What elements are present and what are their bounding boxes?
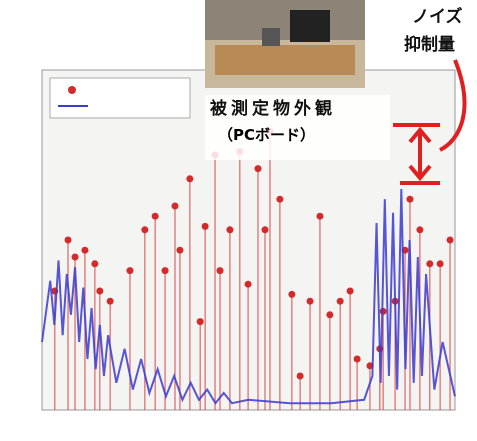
stem-head — [437, 260, 444, 267]
photo-monitor — [290, 10, 330, 42]
stem-head — [245, 281, 252, 288]
stem-head — [176, 247, 183, 254]
figure: 被測定物外観 （PCボード） ノイズ 抑制量 — [0, 0, 477, 441]
stem-head — [96, 288, 103, 295]
stem-head — [326, 311, 333, 318]
stem-head — [126, 267, 133, 274]
object-label: 被測定物外観 — [210, 98, 336, 119]
stem-head — [262, 226, 269, 233]
stem-head — [288, 291, 295, 298]
stem-head — [162, 267, 169, 274]
stem-head — [426, 260, 433, 267]
stem-head — [347, 288, 354, 295]
stem-head — [316, 213, 323, 220]
noise-label: 抑制量 — [404, 34, 455, 55]
legend-frame — [50, 78, 190, 118]
stem-head — [307, 298, 314, 305]
noise-label: ノイズ — [412, 6, 463, 27]
photo-desk — [215, 45, 355, 75]
stem-head — [141, 226, 148, 233]
stem-head — [197, 318, 204, 325]
photo-board — [262, 28, 280, 46]
stem-head — [65, 237, 72, 244]
stem-head — [202, 223, 209, 230]
stem-head — [171, 203, 178, 210]
photo — [205, 0, 365, 88]
stem-head — [354, 356, 361, 363]
stem-head — [226, 226, 233, 233]
stem-head — [254, 165, 261, 172]
stem-head — [72, 254, 79, 261]
stem-head — [406, 196, 413, 203]
object-sub: （PCボード） — [218, 126, 315, 144]
stem-head — [91, 260, 98, 267]
stem-head — [186, 175, 193, 182]
stem-head — [337, 298, 344, 305]
stem-head — [152, 213, 159, 220]
legend-symbol — [68, 86, 76, 94]
stem-head — [217, 267, 224, 274]
stem-head — [81, 247, 88, 254]
stem-head — [297, 373, 304, 380]
stem-head — [447, 237, 454, 244]
stem-head — [107, 298, 114, 305]
stem-head — [416, 226, 423, 233]
legend-box — [50, 78, 190, 118]
photo-wall — [205, 0, 365, 40]
stem-head — [276, 196, 283, 203]
